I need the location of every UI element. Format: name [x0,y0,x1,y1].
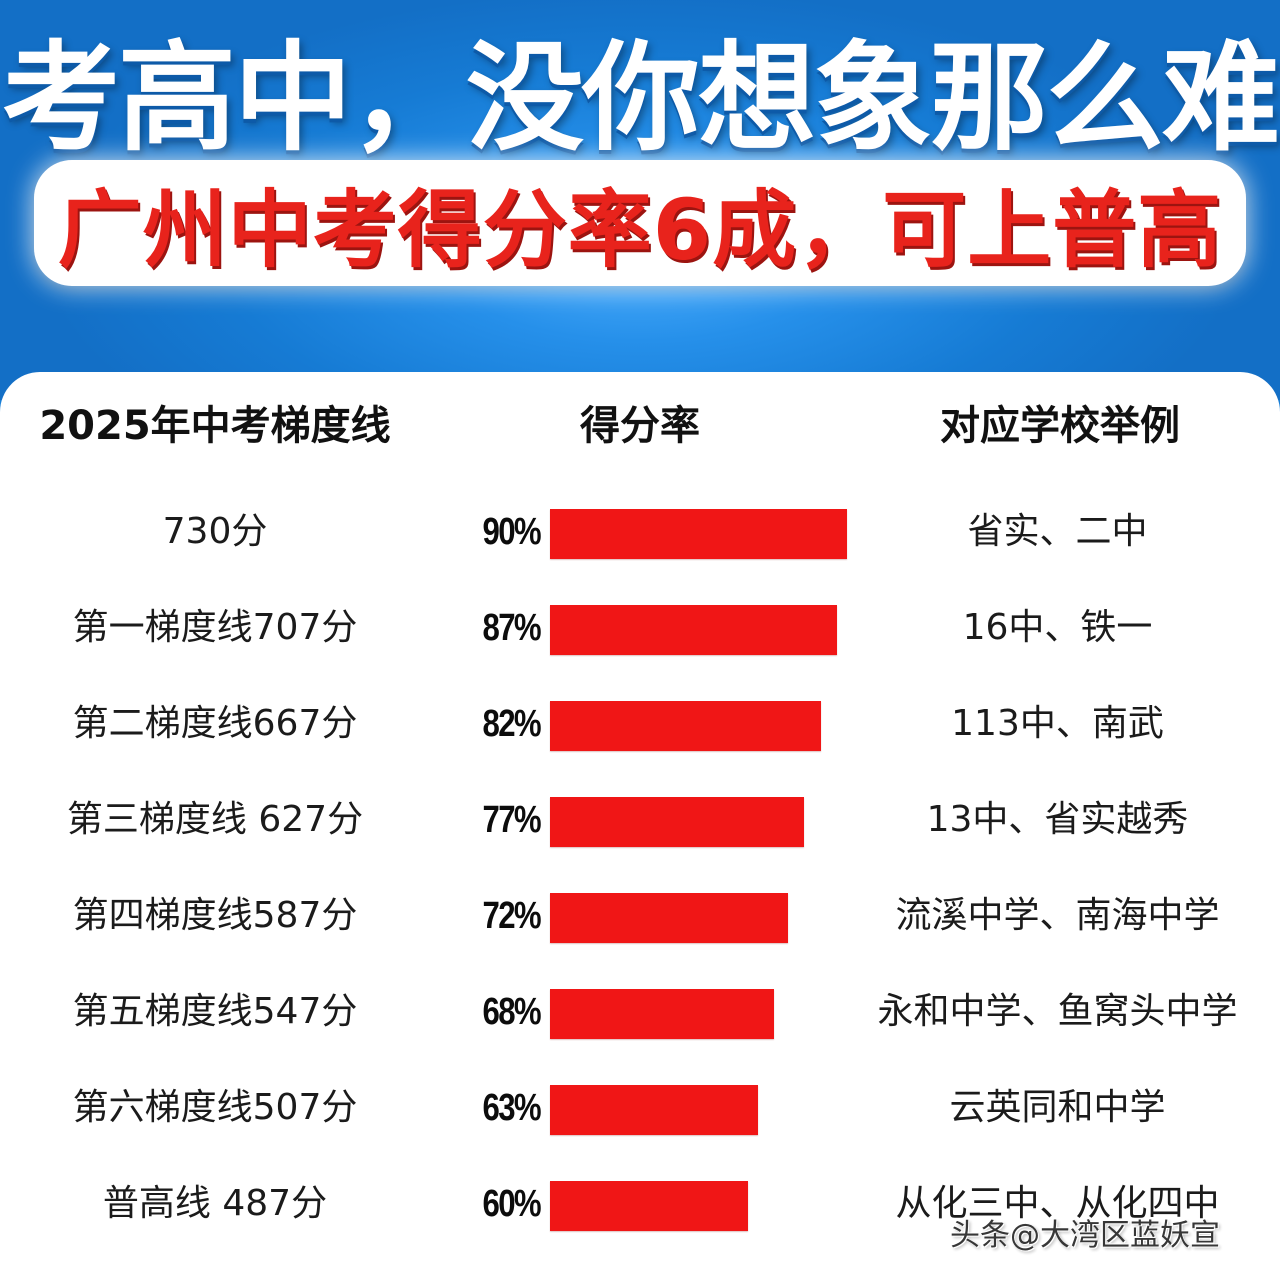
tier-label: 第四梯度线587分 [72,895,358,936]
bar-track [550,797,880,847]
tier-label: 730分 [162,511,268,552]
bar-track [550,605,880,655]
rate-label: 87% [482,607,542,649]
table-row: 普高线 487分 60% 从化三中、从化四中 [0,1174,1280,1234]
bar-track [550,989,880,1039]
tier-label: 普高线 487分 [102,1183,328,1224]
column-header-schools: 对应学校举例 [940,403,1180,449]
table-row: 第一梯度线707分 87% 16中、铁一 [0,598,1280,658]
watermark: 头条@大湾区蓝妖宣 [950,1218,1220,1253]
table-row: 第二梯度线667分 82% 113中、南武 [0,694,1280,754]
rate-label: 72% [482,895,542,937]
tier-label: 第五梯度线547分 [72,991,358,1032]
table-row: 第六梯度线507分 63% 云英同和中学 [0,1078,1280,1138]
table-row: 730分 90% 省实、二中 [0,502,1280,562]
rate-label: 77% [482,799,542,841]
table-row: 第四梯度线587分 72% 流溪中学、南海中学 [0,886,1280,946]
bar-track [550,1085,880,1135]
school-examples: 省实、二中 [967,511,1148,552]
table-row: 第五梯度线547分 68% 永和中学、鱼窝头中学 [0,982,1280,1042]
subheadline-banner: 广州中考得分率6成，可上普高 [34,160,1246,286]
tier-label: 第三梯度线 627分 [66,799,364,840]
headline: 考高中，没你想象那么难 [1,29,1280,167]
tier-label: 第二梯度线667分 [72,703,358,744]
tier-label: 第一梯度线707分 [72,607,358,648]
tier-label: 第六梯度线507分 [72,1087,358,1128]
bar-track [550,509,880,559]
table-row: 第三梯度线 627分 77% 13中、省实越秀 [0,790,1280,850]
rate-bar [550,1085,758,1135]
rate-bar [550,605,838,655]
rate-bar [550,989,775,1039]
rate-label: 63% [482,1087,542,1129]
rate-bar [550,701,821,751]
rate-label: 90% [482,511,542,553]
bar-track [550,893,880,943]
header-banner: 考高中，没你想象那么难 广州中考得分率6成，可上普高 [0,0,1280,400]
rate-bar [550,797,805,847]
school-examples: 永和中学、鱼窝头中学 [877,991,1238,1032]
school-examples: 云英同和中学 [949,1087,1166,1128]
school-examples: 流溪中学、南海中学 [895,895,1220,936]
subheadline: 广州中考得分率6成，可上普高 [57,180,1223,279]
rate-bar [550,509,847,559]
rate-label: 60% [482,1183,542,1225]
column-header-rate: 得分率 [580,403,700,449]
rate-label: 82% [482,703,542,745]
bar-track [550,701,880,751]
school-examples: 16中、铁一 [962,607,1153,648]
school-examples: 13中、省实越秀 [926,799,1189,840]
bar-track [550,1181,880,1231]
rate-bar [550,1181,748,1231]
column-header-tier: 2025年中考梯度线 [39,403,391,449]
rate-label: 68% [482,991,542,1033]
rate-bar [550,893,788,943]
school-examples: 113中、南武 [951,703,1164,744]
school-examples: 从化三中、从化四中 [895,1183,1220,1224]
